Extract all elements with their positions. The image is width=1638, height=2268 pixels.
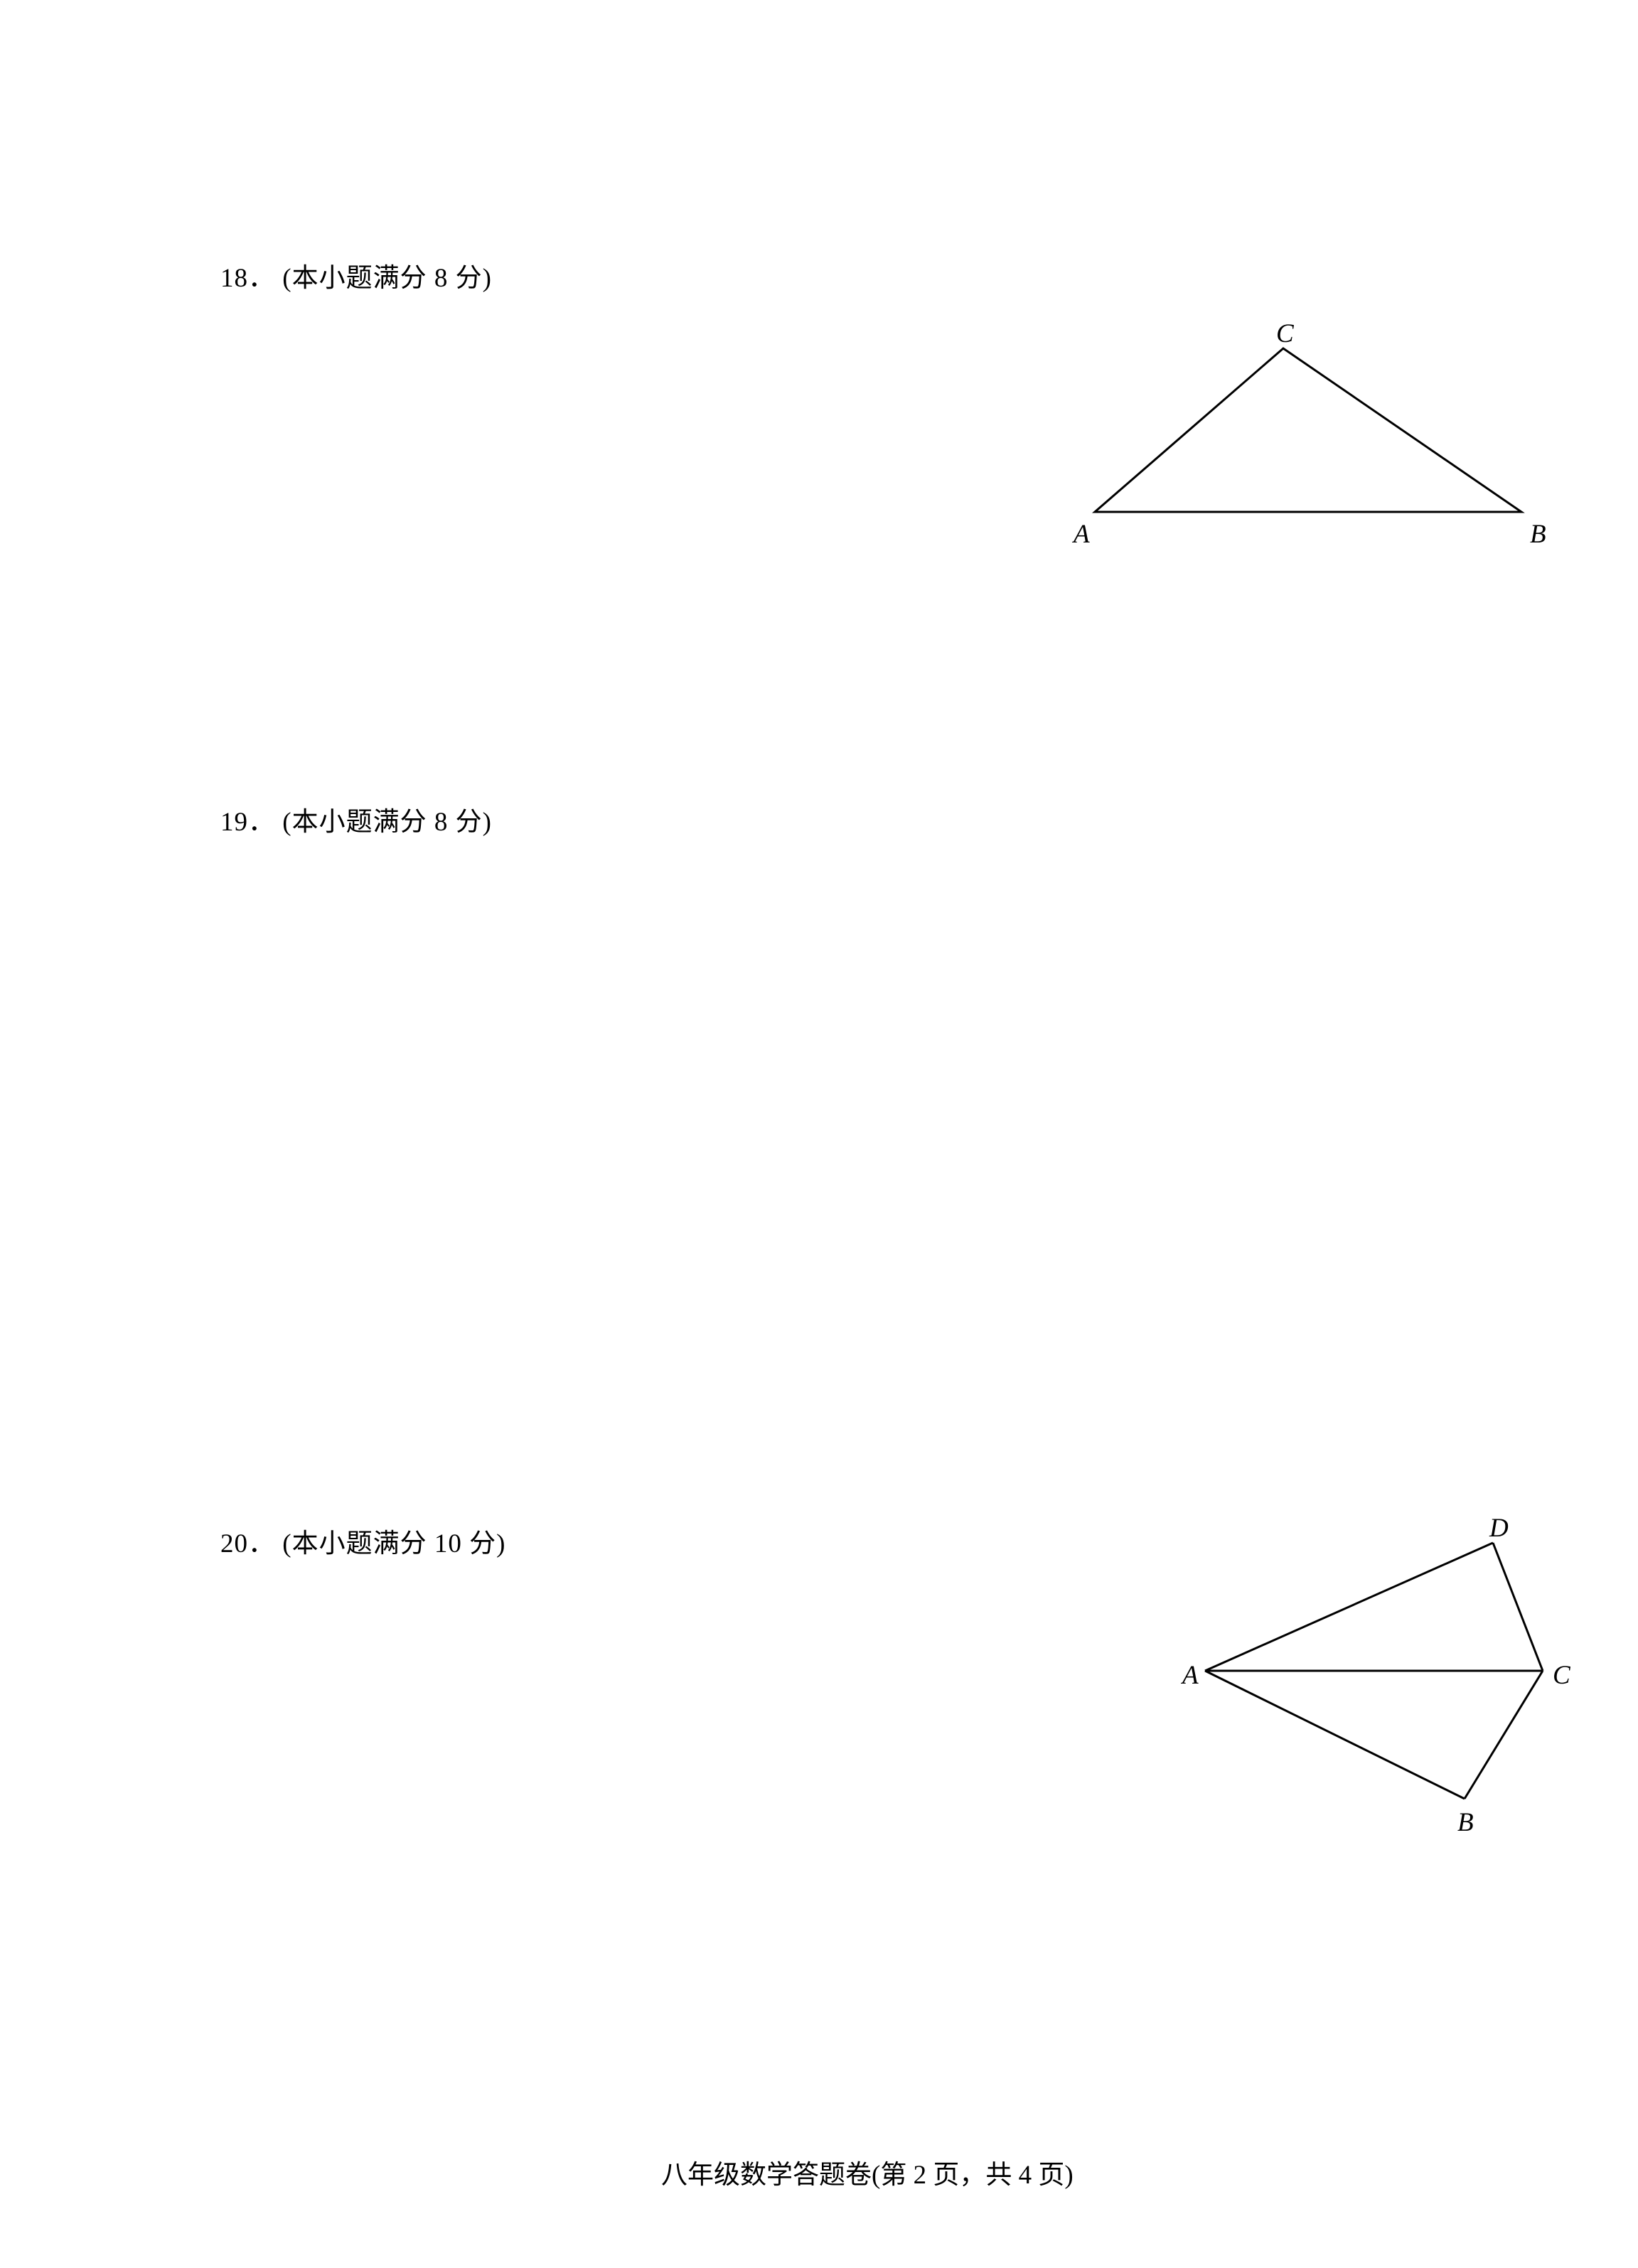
vertex-label-B2: B: [1457, 1807, 1474, 1838]
question-19-number: 19．: [220, 808, 275, 837]
edge-AD: [1205, 1543, 1493, 1671]
question-20-number: 20．: [220, 1529, 275, 1558]
question-18: 18． (本小题满分 8 分): [220, 256, 492, 294]
vertex-label-A: A: [1074, 519, 1090, 550]
figure-q20-kite: A B C D: [1194, 1529, 1578, 1813]
page-footer: 八年级数学答题卷(第 2 页，共 4 页): [661, 2153, 1074, 2191]
vertex-label-C2: C: [1553, 1660, 1570, 1691]
question-20: 20． (本小题满分 10 分): [220, 1521, 505, 1560]
vertex-label-D2: D: [1489, 1513, 1509, 1544]
question-20-text: (本小题满分 10 分): [282, 1529, 505, 1558]
page-content: 18． (本小题满分 8 分) A B C 19． (本小题满分 8 分) 20…: [220, 0, 1418, 2268]
figure-q18-triangle: A B C: [1081, 341, 1536, 526]
vertex-label-A2: A: [1182, 1660, 1199, 1691]
footer-text: 八年级数学答题卷(第 2 页，共 4 页): [661, 2161, 1074, 2190]
question-18-number: 18．: [220, 264, 275, 293]
triangle-path: [1095, 348, 1521, 512]
kite-svg: [1194, 1529, 1578, 1813]
question-19-text: (本小题满分 8 分): [282, 808, 492, 837]
vertex-label-B: B: [1530, 519, 1546, 550]
question-19: 19． (本小题满分 8 分): [220, 800, 492, 838]
edge-CB: [1465, 1671, 1543, 1799]
triangle-svg: [1081, 341, 1536, 526]
edge-DC: [1493, 1543, 1543, 1671]
edge-BA: [1205, 1671, 1465, 1799]
vertex-label-C: C: [1276, 319, 1294, 349]
question-18-text: (本小题满分 8 分): [282, 264, 492, 293]
